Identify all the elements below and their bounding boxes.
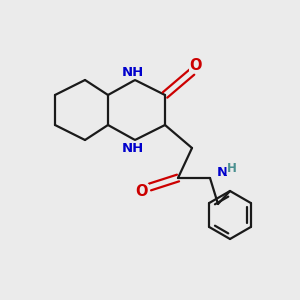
Text: N: N — [216, 166, 228, 178]
Text: H: H — [227, 161, 237, 175]
Text: NH: NH — [122, 65, 144, 79]
Text: NH: NH — [122, 142, 144, 154]
Text: O: O — [190, 58, 202, 73]
Text: O: O — [136, 184, 148, 200]
